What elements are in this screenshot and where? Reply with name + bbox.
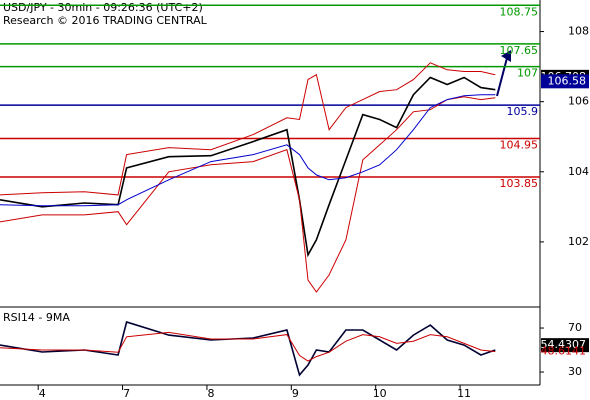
chart-subtitle: Research © 2016 TRADING CENTRAL: [3, 14, 208, 27]
x-tick-label: 10: [373, 387, 387, 400]
x-tick-label: 7: [123, 387, 130, 400]
y-tick-label: 106: [568, 95, 589, 108]
forecast-arrow: [496, 57, 508, 97]
y-tick-label: 108: [568, 25, 589, 38]
price-label: 48.6141: [541, 345, 587, 358]
series-line: [0, 320, 496, 377]
x-tick-label: 11: [457, 387, 471, 400]
y-tick-label: 30: [568, 365, 582, 378]
y-tick-label: 102: [568, 235, 589, 248]
rsi-title: RSI14 - 9MA: [3, 311, 70, 324]
price-label: 54.4307: [541, 338, 587, 351]
level-label: 104.95: [500, 138, 539, 151]
y-tick-label: 104: [568, 165, 589, 178]
level-label: 105.9: [507, 105, 539, 118]
level-label: 103.85: [500, 177, 539, 190]
price-label-box: [541, 74, 589, 89]
x-tick-label: 9: [292, 387, 299, 400]
series-line: [0, 62, 496, 196]
level-label: 107.65: [500, 44, 539, 57]
series-line: [0, 94, 496, 207]
level-label: 108.75: [500, 5, 539, 18]
x-tick-label: 8: [207, 387, 214, 400]
series-line: [0, 76, 496, 258]
price-label-box: [541, 338, 589, 353]
chart-title: USD/JPY - 30min - 09:26:36 (UTC+2): [3, 1, 203, 14]
y-tick-label: 70: [568, 321, 582, 334]
level-label: 107: [517, 67, 538, 80]
price-label: 106.58: [548, 74, 587, 87]
forecast-arrowhead: [501, 50, 511, 62]
series-line: [0, 96, 496, 293]
x-tick-label: 4: [39, 387, 46, 400]
series-line: [0, 331, 496, 362]
